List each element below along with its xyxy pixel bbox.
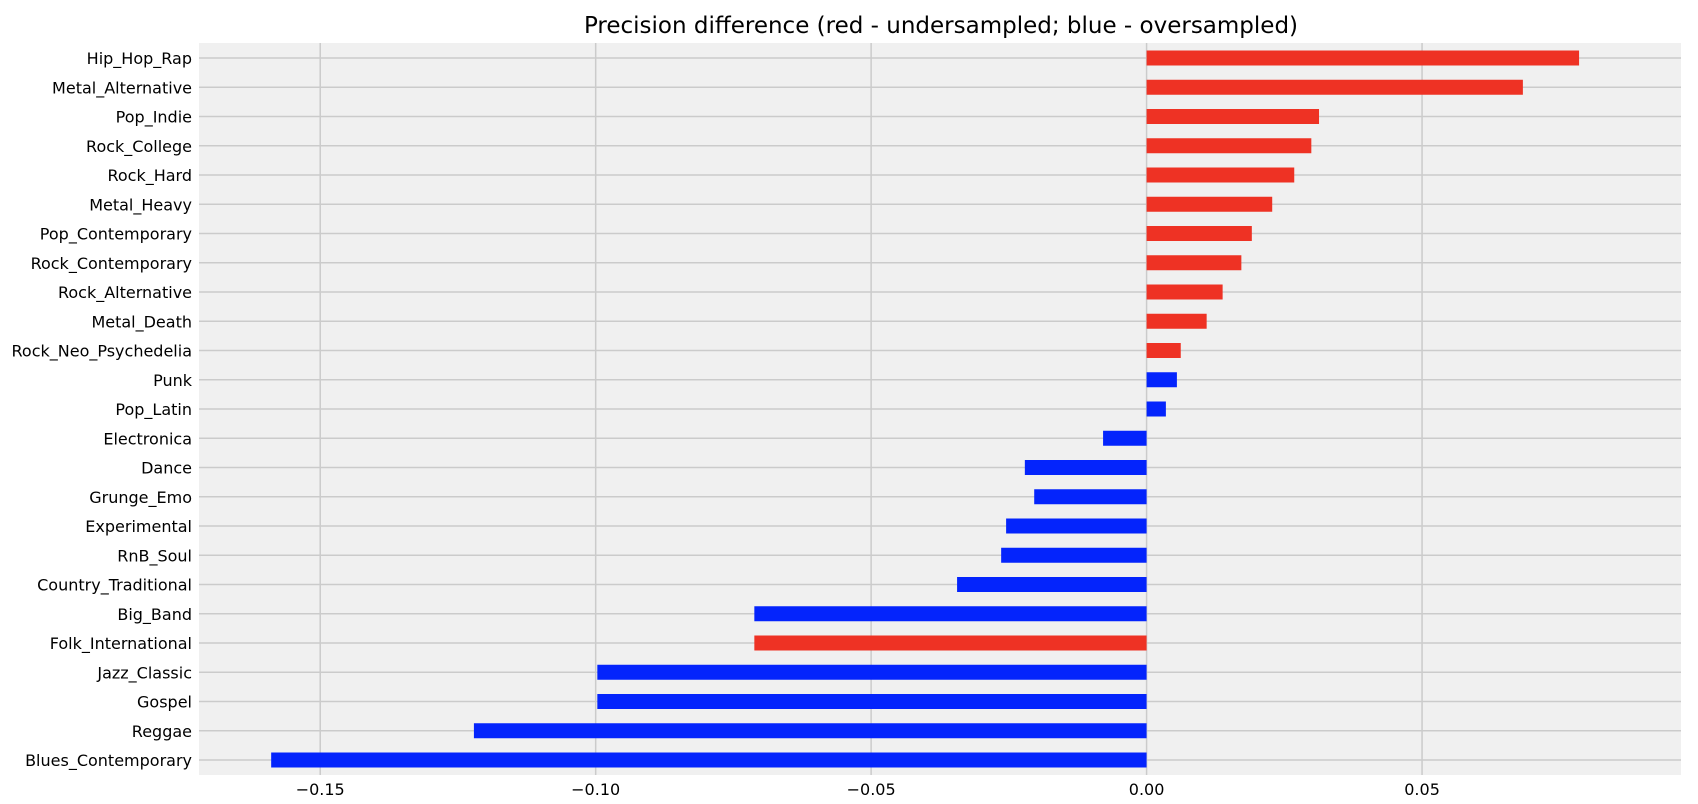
bar-pop-latin (1146, 401, 1166, 417)
category-label: Blues_Contemporary (25, 751, 192, 771)
bar-metal-alternative (1146, 79, 1523, 95)
category-label: Rock_Neo_Psychedelia (12, 342, 193, 362)
category-label: Metal_Death (91, 312, 192, 332)
x-tick-label: −0.05 (847, 780, 896, 799)
bar-grunge-emo (1034, 489, 1147, 505)
bar-rock-hard (1146, 167, 1295, 183)
category-label: Jazz_Classic (96, 663, 192, 683)
bar-rock-college (1146, 138, 1312, 154)
bar-folk-international (754, 635, 1147, 651)
category-label: Punk (153, 371, 193, 390)
category-label: Grunge_Emo (89, 488, 192, 508)
category-label: RnB_Soul (117, 546, 192, 566)
category-label: Reggae (132, 722, 192, 741)
bar-hip-hop-rap (1146, 50, 1580, 66)
category-label: Rock_Contemporary (31, 254, 192, 274)
bar-rock-alternative (1146, 284, 1223, 300)
y-tick-labels: Hip_Hop_Rap Metal_Alternative Pop_Indie Roc… (12, 49, 193, 771)
category-label: Rock_College (86, 137, 192, 157)
bar-blues-contemporary (271, 752, 1147, 768)
chart-title: Precision difference (red - undersampled… (584, 13, 1298, 39)
bar-pop-contemporary (1146, 226, 1252, 241)
category-label: Big_Band (117, 605, 192, 625)
bar-big-band (754, 606, 1147, 622)
bar-gospel (597, 694, 1147, 709)
category-label: Dance (141, 459, 192, 478)
category-label: Rock_Alternative (58, 283, 192, 303)
category-label: Pop_Indie (116, 108, 192, 128)
category-label: Experimental (85, 517, 192, 536)
bar-rnb-soul (1001, 547, 1147, 563)
bar-dance (1024, 460, 1147, 475)
bar-experimental (1006, 518, 1147, 534)
category-label: Pop_Contemporary (40, 225, 192, 245)
grid-lines (199, 43, 1681, 775)
category-label: Folk_International (50, 634, 192, 654)
x-tick-label: −0.10 (571, 780, 620, 799)
category-label: Metal_Alternative (52, 78, 192, 98)
bar-punk (1146, 372, 1177, 388)
bar-country-traditional (957, 577, 1147, 592)
category-label: Metal_Heavy (89, 195, 192, 215)
bar-pop-indie (1146, 109, 1320, 124)
x-tick-labels: −0.15 −0.10 −0.05 0.00 0.05 (296, 780, 1440, 799)
x-tick-label: 0.00 (1129, 780, 1165, 799)
x-tick-label: 0.05 (1404, 780, 1440, 799)
bar-metal-heavy (1146, 196, 1273, 212)
x-tick-label: −0.15 (296, 780, 345, 799)
category-label: Electronica (103, 429, 192, 448)
bar-metal-death (1146, 313, 1207, 329)
bar-rock-contemporary (1146, 255, 1242, 271)
bar-electronica (1103, 430, 1147, 446)
category-label: Country_Traditional (37, 576, 192, 596)
bar-jazz-classic (597, 664, 1147, 680)
category-label: Pop_Latin (115, 400, 192, 420)
category-label: Hip_Hop_Rap (87, 49, 192, 69)
bar-reggae (473, 723, 1147, 739)
bars (271, 50, 1580, 768)
category-label: Gospel (137, 693, 192, 712)
category-label: Rock_Hard (107, 166, 192, 186)
bar-rock-neo-psychedelia (1146, 343, 1181, 358)
